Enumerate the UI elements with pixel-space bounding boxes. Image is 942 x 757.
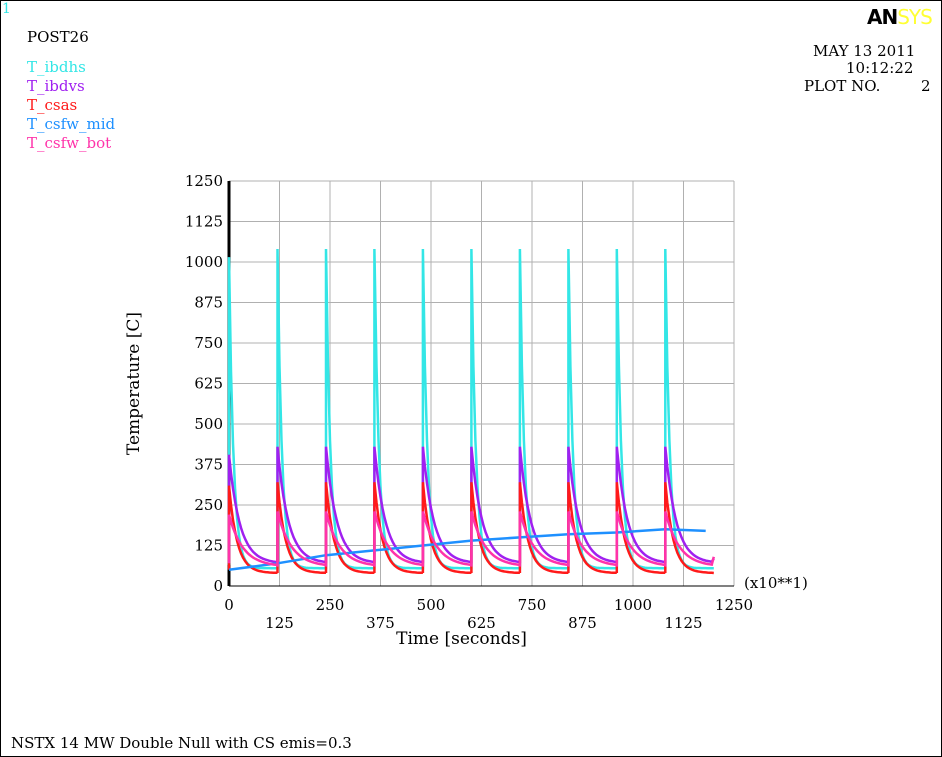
y-tick-label: 875 (194, 294, 223, 312)
y-tick-label: 1125 (185, 213, 223, 231)
x-tick-label: 375 (366, 614, 395, 632)
plot-number-label: PLOT NO. (804, 77, 881, 95)
y-tick-label: 1000 (185, 253, 223, 271)
x-multiplier-label: (x10**1) (744, 574, 808, 592)
ansys-logo: ANSYS (867, 5, 933, 29)
legend-item-t-ibdhs: T_ibdhs (27, 58, 86, 76)
x-tick-label: 0 (224, 596, 234, 614)
legend-item-t-csas: T_csas (27, 96, 78, 114)
y-tick-label: 375 (194, 456, 223, 474)
y-tick-label: 125 (194, 537, 223, 555)
y-tick-label: 625 (194, 375, 223, 393)
x-tick-label: 1000 (614, 596, 652, 614)
window-number: 1 (2, 1, 11, 17)
y-tick-label: 0 (213, 577, 223, 595)
y-tick-label: 500 (194, 415, 223, 433)
x-tick-label: 1125 (664, 614, 702, 632)
legend-item-t-csfw-bot: T_csfw_bot (27, 134, 112, 152)
x-tick-label: 500 (417, 596, 446, 614)
x-tick-label: 125 (265, 614, 294, 632)
y-tick-label: 1250 (185, 172, 223, 190)
time-stamp: 10:12:22 (846, 59, 914, 77)
x-tick-label: 625 (467, 614, 496, 632)
x-tick-label: 875 (568, 614, 597, 632)
series-line-t-csas (227, 482, 714, 575)
x-tick-label: 750 (518, 596, 547, 614)
logo-part1: AN (867, 5, 898, 29)
date-stamp: MAY 13 2011 (813, 42, 916, 60)
footer-caption: NSTX 14 MW Double Null with CS emis=0.3 (11, 734, 352, 752)
logo-part2: SYS (897, 5, 933, 29)
plot-number: 2 (921, 77, 931, 95)
x-axis-label: Time [seconds] (396, 629, 527, 649)
post-label: POST26 (27, 28, 89, 46)
y-tick-label: 750 (194, 334, 223, 352)
x-tick-label: 1250 (715, 596, 753, 614)
legend-item-t-ibdvs: T_ibdvs (27, 77, 85, 95)
series-line-t-csfw-bot (227, 511, 716, 567)
legend-item-t-csfw-mid: T_csfw_mid (27, 115, 116, 133)
y-axis-label: Temperature [C] (124, 312, 144, 455)
y-tick-label: 250 (194, 496, 223, 514)
x-tick-label: 250 (316, 596, 345, 614)
